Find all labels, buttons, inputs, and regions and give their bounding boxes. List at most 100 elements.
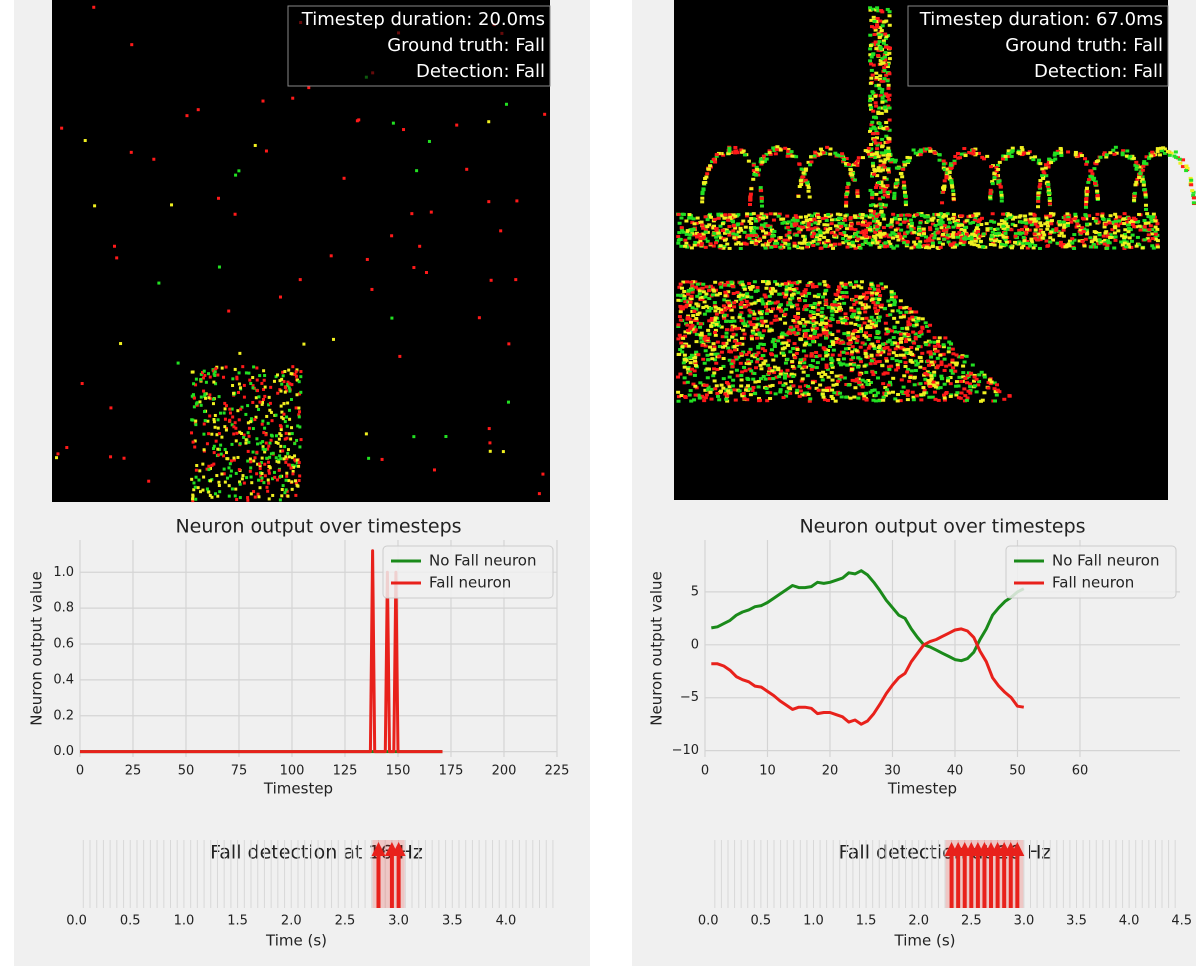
- pixel: [793, 356, 797, 359]
- pixel: [250, 481, 253, 484]
- pixel: [229, 412, 232, 415]
- pixel: [1144, 204, 1148, 207]
- pixel: [957, 396, 961, 399]
- pixel: [686, 381, 690, 384]
- pixel: [81, 382, 84, 385]
- pixel: [753, 380, 757, 383]
- pixel: [1132, 199, 1136, 202]
- pixel: [1116, 229, 1120, 232]
- pixel: [749, 187, 753, 190]
- pixel: [147, 480, 150, 483]
- pixel: [245, 371, 248, 374]
- pixel: [838, 222, 842, 225]
- pixel: [267, 469, 270, 472]
- pixel: [257, 395, 260, 398]
- pixel: [263, 379, 266, 382]
- pixel: [785, 358, 789, 361]
- pixel: [679, 342, 683, 345]
- pixel: [955, 380, 959, 383]
- pixel: [538, 492, 541, 495]
- pixel: [299, 278, 302, 281]
- pixel: [1000, 194, 1004, 197]
- pixel: [1192, 196, 1196, 199]
- pixel: [918, 366, 922, 369]
- pixel: [332, 338, 335, 341]
- pixel: [884, 121, 888, 124]
- pixel: [803, 305, 807, 308]
- pixel: [1136, 236, 1140, 239]
- pixel: [704, 246, 708, 249]
- pixel: [934, 385, 938, 388]
- overlay-text: Detection: Fall: [1034, 61, 1163, 82]
- pixel: [715, 153, 719, 156]
- pixel: [444, 435, 447, 438]
- pixel: [874, 204, 878, 207]
- pixel: [774, 315, 778, 318]
- pixel: [1065, 212, 1069, 215]
- pixel: [238, 371, 241, 374]
- pixel: [192, 441, 195, 444]
- pixel: [487, 200, 490, 203]
- pixel: [1144, 162, 1148, 165]
- pixel: [750, 337, 754, 340]
- pixel: [418, 245, 421, 248]
- pixel: [772, 219, 776, 222]
- pixel: [830, 314, 834, 317]
- pixel: [246, 460, 249, 463]
- pixel: [207, 468, 210, 471]
- pixel: [826, 239, 830, 242]
- pixel: [802, 329, 806, 332]
- pixel: [541, 473, 544, 476]
- pixel: [808, 195, 812, 198]
- pixel: [198, 469, 201, 472]
- pixel: [194, 486, 197, 489]
- pixel: [704, 396, 708, 399]
- pixel: [823, 292, 827, 295]
- pixel: [905, 327, 909, 330]
- pixel: [292, 466, 295, 469]
- pixel: [245, 438, 248, 441]
- pixel: [798, 322, 802, 325]
- pixel: [932, 236, 936, 239]
- pixel: [231, 377, 234, 380]
- pixel: [953, 155, 957, 158]
- pixel: [952, 197, 956, 200]
- pixel: [833, 300, 837, 303]
- pixel: [229, 474, 232, 477]
- pixel: [842, 302, 846, 305]
- pixel: [882, 373, 886, 376]
- pixel: [769, 310, 773, 313]
- pixel: [743, 322, 747, 325]
- pixel: [751, 285, 755, 288]
- pixel: [948, 221, 952, 224]
- pixel: [887, 52, 891, 55]
- pixel: [740, 337, 744, 340]
- pixel: [810, 365, 814, 368]
- pixel: [728, 304, 732, 307]
- x-tick-label: 2.5: [335, 914, 356, 929]
- pixel: [279, 424, 282, 427]
- pixel: [1184, 165, 1188, 168]
- pixel: [856, 308, 860, 311]
- pixel: [787, 247, 791, 250]
- x-tick-label: 50: [1009, 764, 1026, 779]
- pixel: [951, 366, 955, 369]
- pixel: [799, 216, 803, 219]
- pixel: [1149, 217, 1153, 220]
- pixel: [753, 302, 757, 305]
- pixel: [1067, 218, 1071, 221]
- pixel: [929, 353, 933, 356]
- pixel: [740, 222, 744, 225]
- pixel: [702, 181, 706, 184]
- pixel: [268, 396, 271, 399]
- pixel: [890, 290, 894, 293]
- pixel: [830, 371, 834, 374]
- pixel: [92, 6, 95, 9]
- pixel: [804, 167, 808, 170]
- pixel: [748, 203, 752, 206]
- pixel: [455, 124, 458, 127]
- pixel: [861, 341, 865, 344]
- pixel: [915, 394, 919, 397]
- pixel: [922, 228, 926, 231]
- pixel: [887, 368, 891, 371]
